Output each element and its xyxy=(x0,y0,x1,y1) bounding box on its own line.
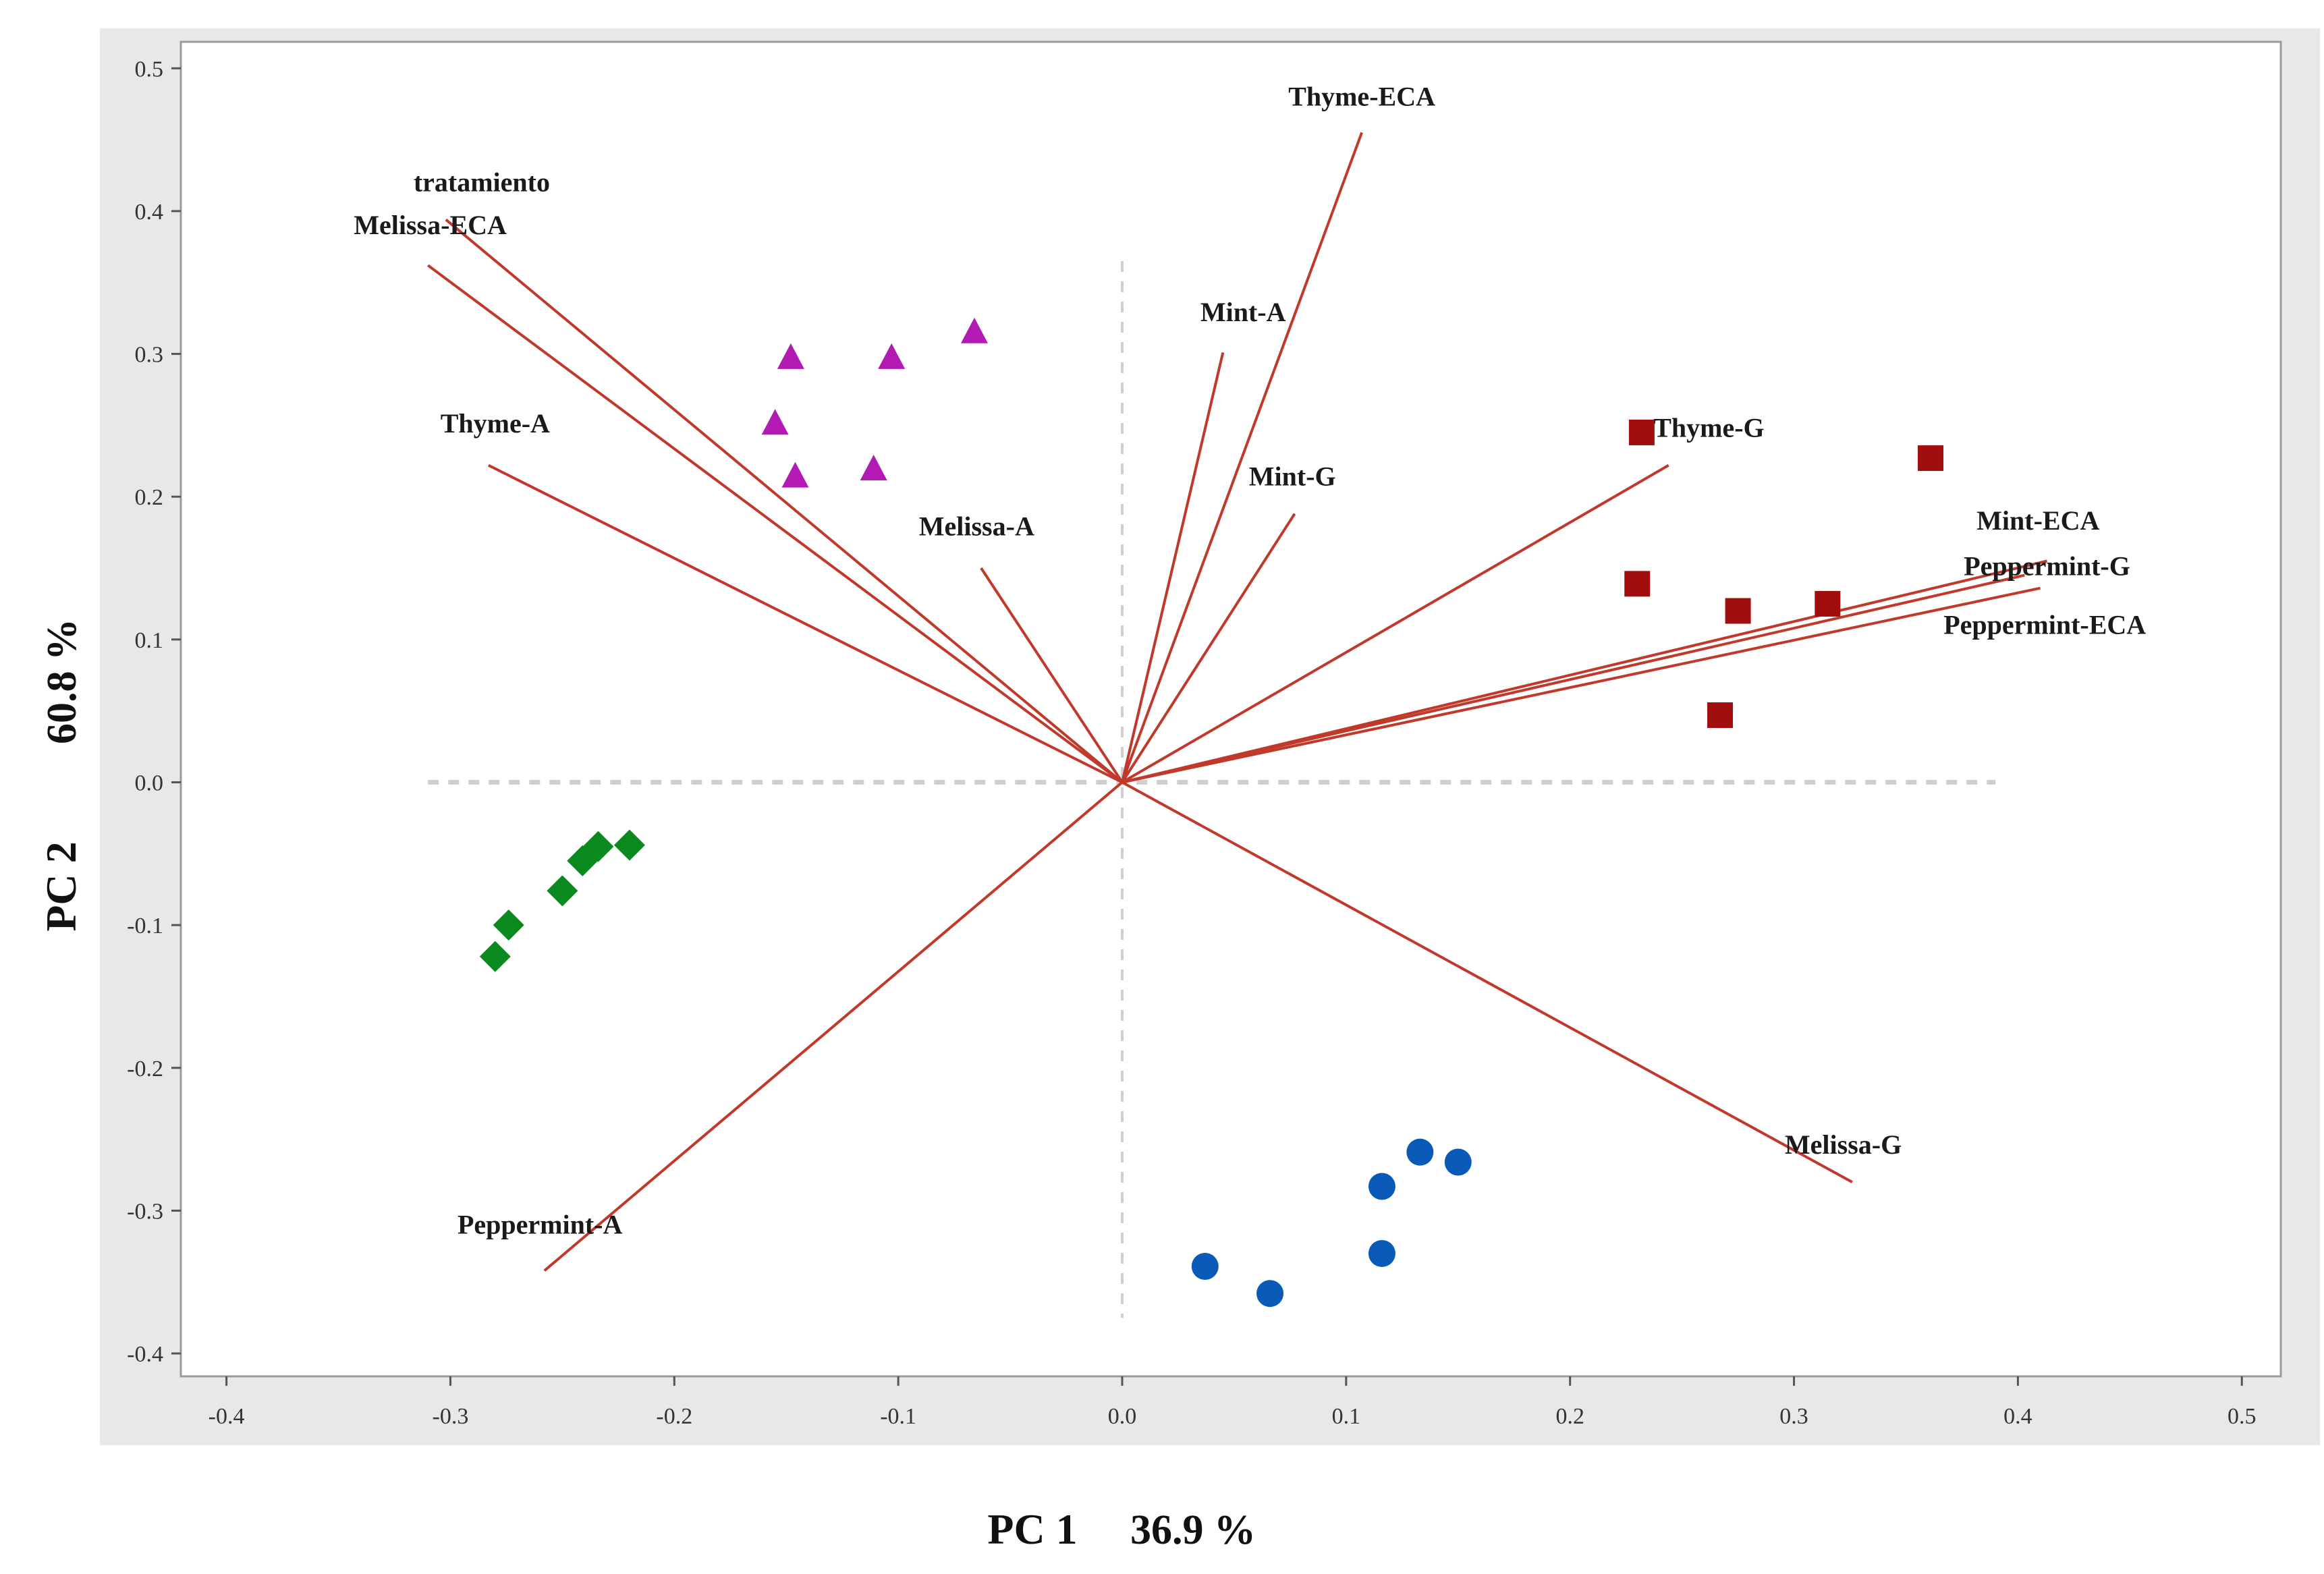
x-tick-label: -0.1 xyxy=(880,1404,916,1429)
loading-vector-line xyxy=(445,219,1124,784)
loading-vector-label: Melissa-G xyxy=(1785,1129,1902,1160)
x-tick-label: 0.1 xyxy=(1332,1404,1361,1429)
score-point-square xyxy=(1624,571,1651,597)
y-tick-label: -0.4 xyxy=(127,1342,163,1367)
score-point-square xyxy=(1707,702,1734,729)
y-tick-label: 0.0 xyxy=(135,771,164,796)
x-tick-label: 0.5 xyxy=(2228,1404,2257,1429)
score-point-circle xyxy=(1256,1280,1284,1308)
loading-vector-label: Thyme-A xyxy=(441,408,550,439)
score-point-circle xyxy=(1444,1148,1472,1176)
y-tick-label: 0.3 xyxy=(135,343,164,368)
y-tick-label: 0.4 xyxy=(135,200,164,225)
score-point-circle xyxy=(1368,1239,1395,1267)
score-point-diamond xyxy=(493,909,524,941)
loading-vector-line xyxy=(487,463,1123,784)
x-tick-label: -0.2 xyxy=(656,1404,692,1429)
loading-vector-line xyxy=(980,567,1124,783)
score-point-triangle xyxy=(860,454,887,480)
y-tick-label: -0.1 xyxy=(127,914,163,938)
score-point-square xyxy=(1917,445,1943,472)
x-tick-label: -0.3 xyxy=(433,1404,469,1429)
y-tick-label: -0.2 xyxy=(127,1057,163,1081)
score-point-square xyxy=(1628,419,1655,445)
score-point-square xyxy=(1725,598,1751,624)
loading-vector-label: Mint-A xyxy=(1200,297,1286,327)
loading-vector-line xyxy=(1121,513,1296,783)
x-axis-percent: 36.9 % xyxy=(1130,1507,1256,1553)
loading-vector-label: Mint-ECA xyxy=(1976,505,2099,536)
loading-vector-line xyxy=(1121,463,1669,784)
loading-vector-label: Mint-G xyxy=(1249,461,1336,491)
loading-vector-label: Peppermint-A xyxy=(458,1209,623,1239)
score-point-diamond xyxy=(479,940,511,972)
loading-vector-line xyxy=(1121,352,1225,783)
score-point-diamond xyxy=(547,875,578,907)
loading-vector-line xyxy=(543,781,1124,1272)
y-tick-label: 0.1 xyxy=(135,628,164,653)
loading-vector-label: Peppermint-ECA xyxy=(1943,609,2146,640)
loading-vector-line xyxy=(1122,559,2048,784)
loading-vector-label: Melissa-ECA xyxy=(354,210,507,240)
x-tick-label: -0.4 xyxy=(209,1404,245,1429)
loading-vector-label: tratamiento xyxy=(414,167,550,197)
loading-vector-label: Melissa-A xyxy=(919,511,1034,541)
score-point-triangle xyxy=(960,317,988,343)
score-point-triangle xyxy=(878,343,906,369)
loading-vector-label: Thyme-ECA xyxy=(1288,81,1435,111)
score-point-triangle xyxy=(761,409,789,435)
score-point-triangle xyxy=(781,461,809,488)
loading-vector-line xyxy=(1122,573,2025,784)
y-axis-percent: 60.8 % xyxy=(39,619,85,744)
y-tick-label: 0.2 xyxy=(135,485,164,510)
x-tick-label: 0.2 xyxy=(1555,1404,1584,1429)
score-point-circle xyxy=(1368,1173,1395,1200)
x-tick-label: 0.3 xyxy=(1779,1404,1808,1429)
loading-vector-line xyxy=(1122,781,1853,1183)
loading-vector-line xyxy=(1122,586,2041,784)
y-axis-title: PC 2 xyxy=(37,841,85,931)
score-point-circle xyxy=(1406,1138,1434,1166)
plot-area xyxy=(179,40,2282,1378)
loading-vector-line xyxy=(1121,132,1363,783)
loading-vector-line xyxy=(427,264,1124,784)
score-point-triangle xyxy=(777,343,804,369)
y-tick-label: -0.3 xyxy=(127,1199,163,1224)
x-axis-title: PC 1 xyxy=(987,1505,1077,1553)
score-point-diamond xyxy=(567,845,599,876)
x-tick-label: 0.4 xyxy=(2003,1404,2032,1429)
score-point-diamond xyxy=(613,829,645,861)
y-tick-label: 0.5 xyxy=(135,57,164,82)
loading-vector-label: Peppermint-G xyxy=(1964,551,2130,582)
score-point-circle xyxy=(1191,1252,1219,1280)
loading-vector-label: Thyme-G xyxy=(1653,412,1764,443)
score-point-square xyxy=(1815,590,1841,617)
x-tick-label: 0.0 xyxy=(1108,1404,1137,1429)
